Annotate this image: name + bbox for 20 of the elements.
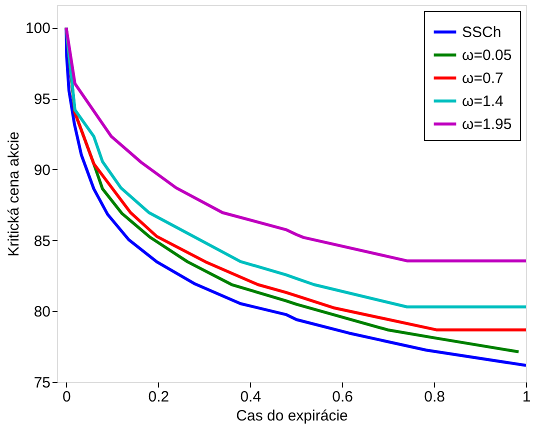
y-tick-label: 95 [34,91,50,108]
x-tick-label: 0.6 [332,388,354,406]
line-series [64,26,526,262]
y-axis-title: Kritická cena akcie [5,131,22,257]
y-tick-label: 85 [34,232,50,250]
legend-label: ω=1.95 [462,116,512,133]
legend-label: ω=0.05 [462,47,512,64]
legend-label: SSCh [462,24,502,41]
y-tick-label: 80 [34,304,50,321]
y-tick-label: 75 [34,374,50,392]
y-tick-label: 90 [34,162,50,179]
x-axis-title: Cas do expirácie [236,408,348,424]
x-tick-label: 0.8 [424,388,445,406]
x-tick-label: 1 [522,388,531,406]
legend-label: ω=1.4 [462,93,504,110]
legend-label: ω=0.7 [462,70,504,87]
x-tick-label: 0.2 [148,388,170,406]
x-tick-label: 0 [62,388,71,406]
y-tick-label: 100 [25,20,50,38]
x-tick-label: 0.4 [240,388,262,406]
